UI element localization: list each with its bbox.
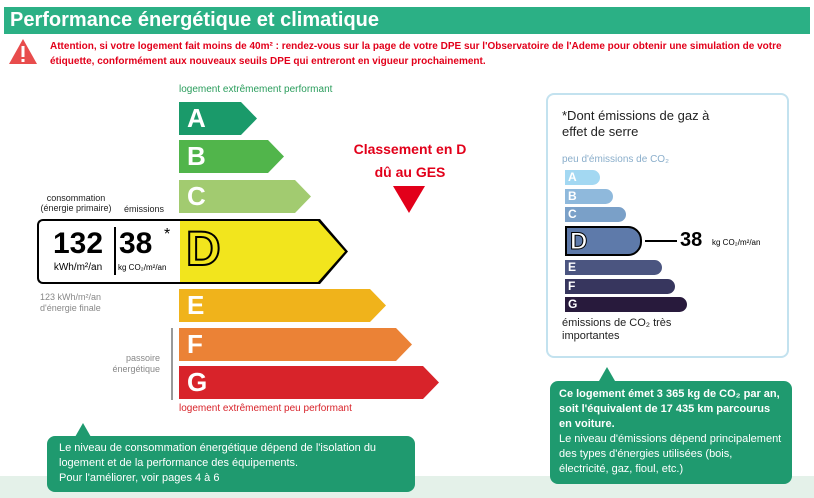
ges-class-d-current: D — [565, 226, 642, 256]
ges-top-label: peu d'émissions de CO₂ — [562, 154, 669, 165]
classement-note: Classement en D dû au GES — [330, 138, 490, 184]
divider — [114, 227, 116, 275]
consumption-unit: kWh/m²/an — [53, 262, 103, 273]
final-energy: 123 kWh/m²/an d'énergie finale — [40, 292, 102, 313]
ges-class-e: E — [565, 260, 662, 275]
dpe-class-f: F — [179, 328, 412, 361]
dpe-class-a: A — [179, 102, 257, 135]
ges-title: *Dont émissions de gaz à effet de serre — [562, 108, 710, 139]
dpe-class-e: E — [179, 289, 386, 322]
top-performance-label: logement extrêmement performant — [179, 84, 333, 95]
warning-text: Attention, si votre logement fait moins … — [50, 41, 782, 67]
consumption-value: 132 — [52, 227, 104, 260]
dpe-class-b: B — [179, 140, 284, 173]
ges-class-g: G — [565, 297, 687, 312]
ges-panel — [546, 93, 789, 358]
ges-bottom-label: émissions de CO₂ très importantes — [562, 317, 672, 342]
ges-class-f: F — [565, 279, 675, 294]
ges-unit: kg CO₂/m²/an — [712, 238, 761, 247]
consumption-header: consommation (énergie primaire) — [40, 193, 112, 213]
dpe-class-g: G — [179, 366, 439, 399]
ges-class-c: C — [565, 207, 626, 222]
warning-icon — [9, 39, 37, 64]
current-class-letter: D — [186, 223, 221, 276]
dpe-class-d-current: D — [178, 219, 348, 284]
ges-pointer-line — [645, 240, 677, 242]
ges-class-a: A — [565, 170, 600, 185]
bottom-performance-label: logement extrêmement peu performant — [179, 403, 352, 414]
callout-pages-link: Pour l'améliorer, voir pages 4 à 6 — [59, 472, 220, 484]
passoire-line — [171, 328, 173, 400]
passoire-label: passoire énergétique — [112, 353, 160, 374]
callout-pointer — [75, 423, 91, 437]
emissions-fact: Ce logement émet 3 365 kg de CO₂ par an,… — [559, 388, 780, 430]
ges-value: 38 — [680, 229, 703, 251]
down-arrow-icon — [393, 186, 425, 213]
emissions-header: émissions — [124, 204, 165, 214]
callout-text: Le niveau de consommation énergétique dé… — [59, 442, 377, 469]
page-title: Performance énergétique et climatique — [4, 7, 810, 34]
asterisk: * — [164, 226, 171, 243]
ges-class-b: B — [565, 189, 613, 204]
dpe-class-c: C — [179, 180, 311, 213]
callout-pointer — [599, 367, 615, 381]
consumption-callout: Le niveau de consommation énergétique dé… — [47, 436, 415, 492]
emissions-callout: Ce logement émet 3 365 kg de CO₂ par an,… — [550, 381, 792, 484]
classement-line2: dû au GES — [374, 164, 446, 180]
emissions-unit: kg CO₂/m²/an — [118, 263, 167, 272]
classement-line1: Classement en D — [353, 141, 467, 157]
values-box: 132 kWh/m²/an 38 * kg CO₂/m²/an — [37, 219, 180, 284]
emissions-explanation: Le niveau d'émissions dépend principalem… — [559, 433, 782, 475]
emissions-value: 38 — [119, 227, 153, 260]
